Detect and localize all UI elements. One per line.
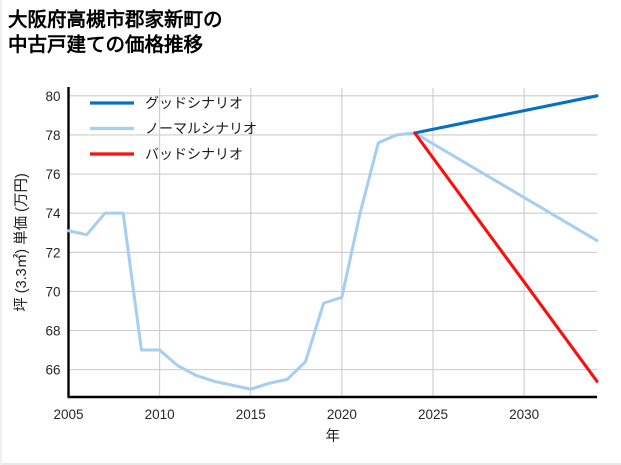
y-tick-label: 68 [45, 324, 60, 339]
series-line [67, 131, 599, 391]
y-axis-label: 坪 (3.3㎡) 単価 (万円) [13, 173, 30, 312]
x-tick-label: 2030 [509, 407, 539, 422]
y-tick-label: 78 [45, 128, 60, 143]
bottom-divider [0, 463, 621, 465]
page-title: 大阪府高槻市郡家新町の 中古戸建ての価格推移 [8, 9, 223, 56]
y-tick-label: 74 [45, 206, 61, 221]
data-series [67, 94, 599, 391]
y-axis-ticks: 66 68 70 72 74 76 78 80 [45, 89, 61, 378]
x-tick-label: 2005 [53, 407, 83, 422]
x-tick-label: 2025 [418, 407, 448, 422]
axis-spines [67, 87, 597, 399]
series-line [413, 131, 599, 383]
left-divider [0, 0, 2, 465]
y-tick-label: 70 [45, 284, 60, 299]
y-tick-label: 80 [45, 89, 60, 104]
y-tick-label: 66 [45, 363, 60, 378]
legend-label: グッドシナリオ [145, 95, 243, 111]
gridlines [67, 88, 597, 397]
series-line [413, 94, 599, 135]
legend-label: ノーマルシナリオ [145, 121, 257, 137]
x-tick-label: 2020 [327, 407, 357, 422]
y-tick-label: 72 [45, 245, 60, 260]
x-tick-label: 2015 [236, 407, 266, 422]
y-tick-label: 76 [45, 167, 60, 182]
x-axis-ticks: 2005 2010 2015 2020 2025 2030 [53, 407, 539, 422]
x-axis-label: 年 [326, 428, 341, 445]
legend-label: バッドシナリオ [145, 146, 243, 162]
x-tick-label: 2010 [145, 407, 175, 422]
